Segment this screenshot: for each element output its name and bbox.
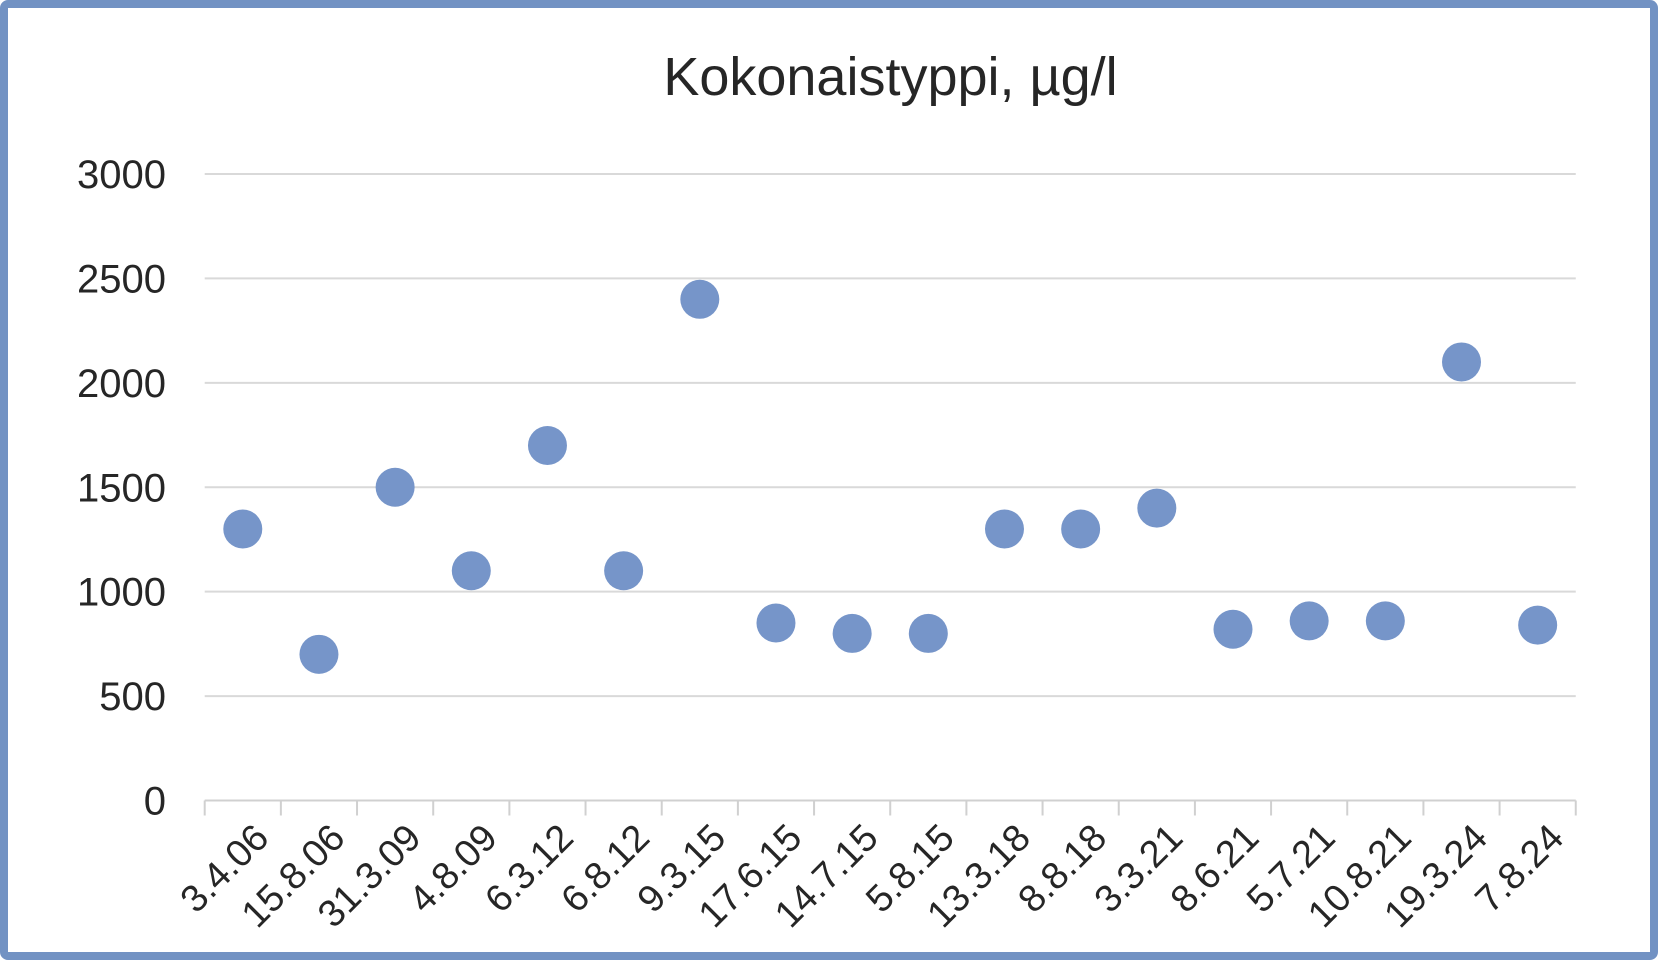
data-point-marker	[908, 613, 948, 653]
y-axis-tick-label: 1000	[77, 571, 166, 615]
data-point-marker	[451, 551, 491, 591]
data-point-marker	[1365, 601, 1405, 641]
data-points-group	[223, 279, 1558, 674]
x-axis-tick-label: 7.8.24	[1468, 817, 1572, 921]
data-point-marker	[1442, 342, 1482, 382]
x-axis-group	[203, 799, 1577, 816]
x-axis-tick-label: 8.8.18	[1011, 817, 1115, 921]
data-point-marker	[375, 467, 415, 507]
data-point-marker	[527, 425, 567, 465]
data-point-marker	[680, 279, 720, 319]
data-point-marker	[832, 613, 872, 653]
data-point-marker	[1137, 488, 1177, 528]
x-axis-tick-label: 3.3.21	[1087, 817, 1191, 921]
data-point-marker	[299, 634, 339, 674]
y-axis-tick-label: 1500	[77, 466, 166, 510]
data-point-marker	[1213, 609, 1253, 649]
y-axis-tick-label: 0	[144, 780, 166, 824]
chart-title: Kokonaistyppi, µg/l	[663, 47, 1118, 107]
scatter-plot: 0 500 1000 1500 2000 2500 3000 3.4.0615.8.0631…	[77, 153, 1577, 936]
y-axis-tick-label: 500	[99, 675, 166, 719]
y-axis-tick-label: 2500	[77, 257, 166, 301]
data-point-marker	[223, 509, 263, 549]
gridlines-group	[204, 173, 1576, 698]
data-point-marker	[1289, 601, 1329, 641]
x-axis-tick-label: 6.3.12	[477, 817, 581, 921]
x-axis-tick-label: 4.8.09	[401, 817, 505, 921]
x-axis-tick-label: 6.8.12	[554, 817, 658, 921]
data-point-marker	[1061, 509, 1101, 549]
data-point-marker	[984, 509, 1024, 549]
y-axis-labels-group: 0 500 1000 1500 2000 2500 3000	[77, 153, 166, 824]
x-axis-labels-group: 3.4.0615.8.0631.3.094.8.096.3.126.8.129.…	[173, 817, 1572, 936]
y-axis-tick-label: 3000	[77, 153, 166, 197]
y-axis-tick-label: 2000	[77, 362, 166, 406]
data-point-marker	[604, 551, 644, 591]
data-point-marker	[1518, 605, 1558, 645]
data-point-marker	[756, 603, 796, 643]
x-axis-tick-label: 8.6.21	[1163, 817, 1267, 921]
